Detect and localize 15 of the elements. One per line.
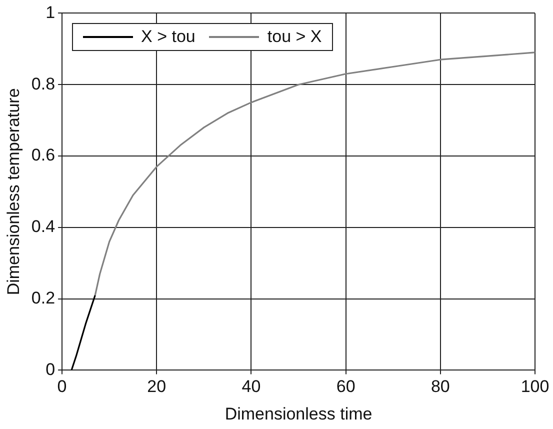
y-tick-label: 0.2 (31, 288, 56, 308)
legend-label: X > tou (141, 27, 196, 48)
y-tick-label: 1 (46, 2, 56, 22)
y-tick-label: 0.8 (31, 74, 56, 94)
y-axis-title: Dimensionless temperature (4, 88, 23, 296)
x-tick-label: 60 (336, 377, 356, 396)
x-tick-label: 100 (520, 377, 550, 396)
y-tick-label: 0.6 (31, 146, 56, 165)
legend-label: tou > X (267, 27, 322, 48)
x-axis-title: Dimensionless time (224, 404, 372, 424)
x-tick-label: 20 (147, 377, 166, 396)
y-tick-label: 0 (46, 360, 56, 379)
y-tick-label: 0.4 (31, 217, 56, 236)
x-tick-label: 40 (242, 377, 261, 396)
x-tick-label: 80 (430, 377, 450, 396)
